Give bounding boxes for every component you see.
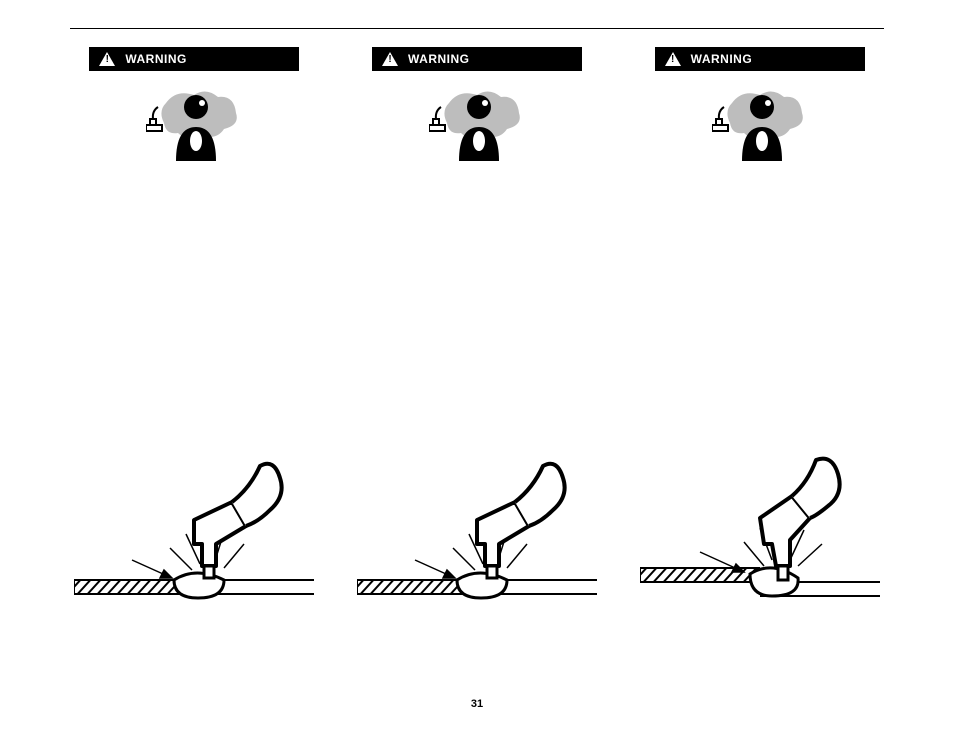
welding-torch-icon	[640, 448, 880, 623]
warning-banner: WARNING	[655, 47, 865, 71]
warning-triangle-icon	[665, 52, 681, 66]
warning-triangle-icon	[99, 52, 115, 66]
top-rule	[70, 28, 884, 29]
column-3: WARNING	[635, 47, 884, 623]
fumes-hazard-icon	[146, 85, 242, 168]
column-1: WARNING	[70, 47, 319, 623]
warning-label: WARNING	[691, 52, 753, 66]
warning-label: WARNING	[408, 52, 470, 66]
warning-banner: WARNING	[372, 47, 582, 71]
warning-triangle-icon	[382, 52, 398, 66]
welding-torch-icon	[74, 448, 314, 623]
column-2: WARNING	[353, 47, 602, 623]
warning-banner: WARNING	[89, 47, 299, 71]
fumes-hazard-icon	[429, 85, 525, 168]
warning-label: WARNING	[125, 52, 187, 66]
page-number: 31	[0, 698, 954, 710]
columns: WARNING	[70, 47, 884, 623]
welding-torch-icon	[357, 448, 597, 623]
fumes-hazard-icon	[712, 85, 808, 168]
